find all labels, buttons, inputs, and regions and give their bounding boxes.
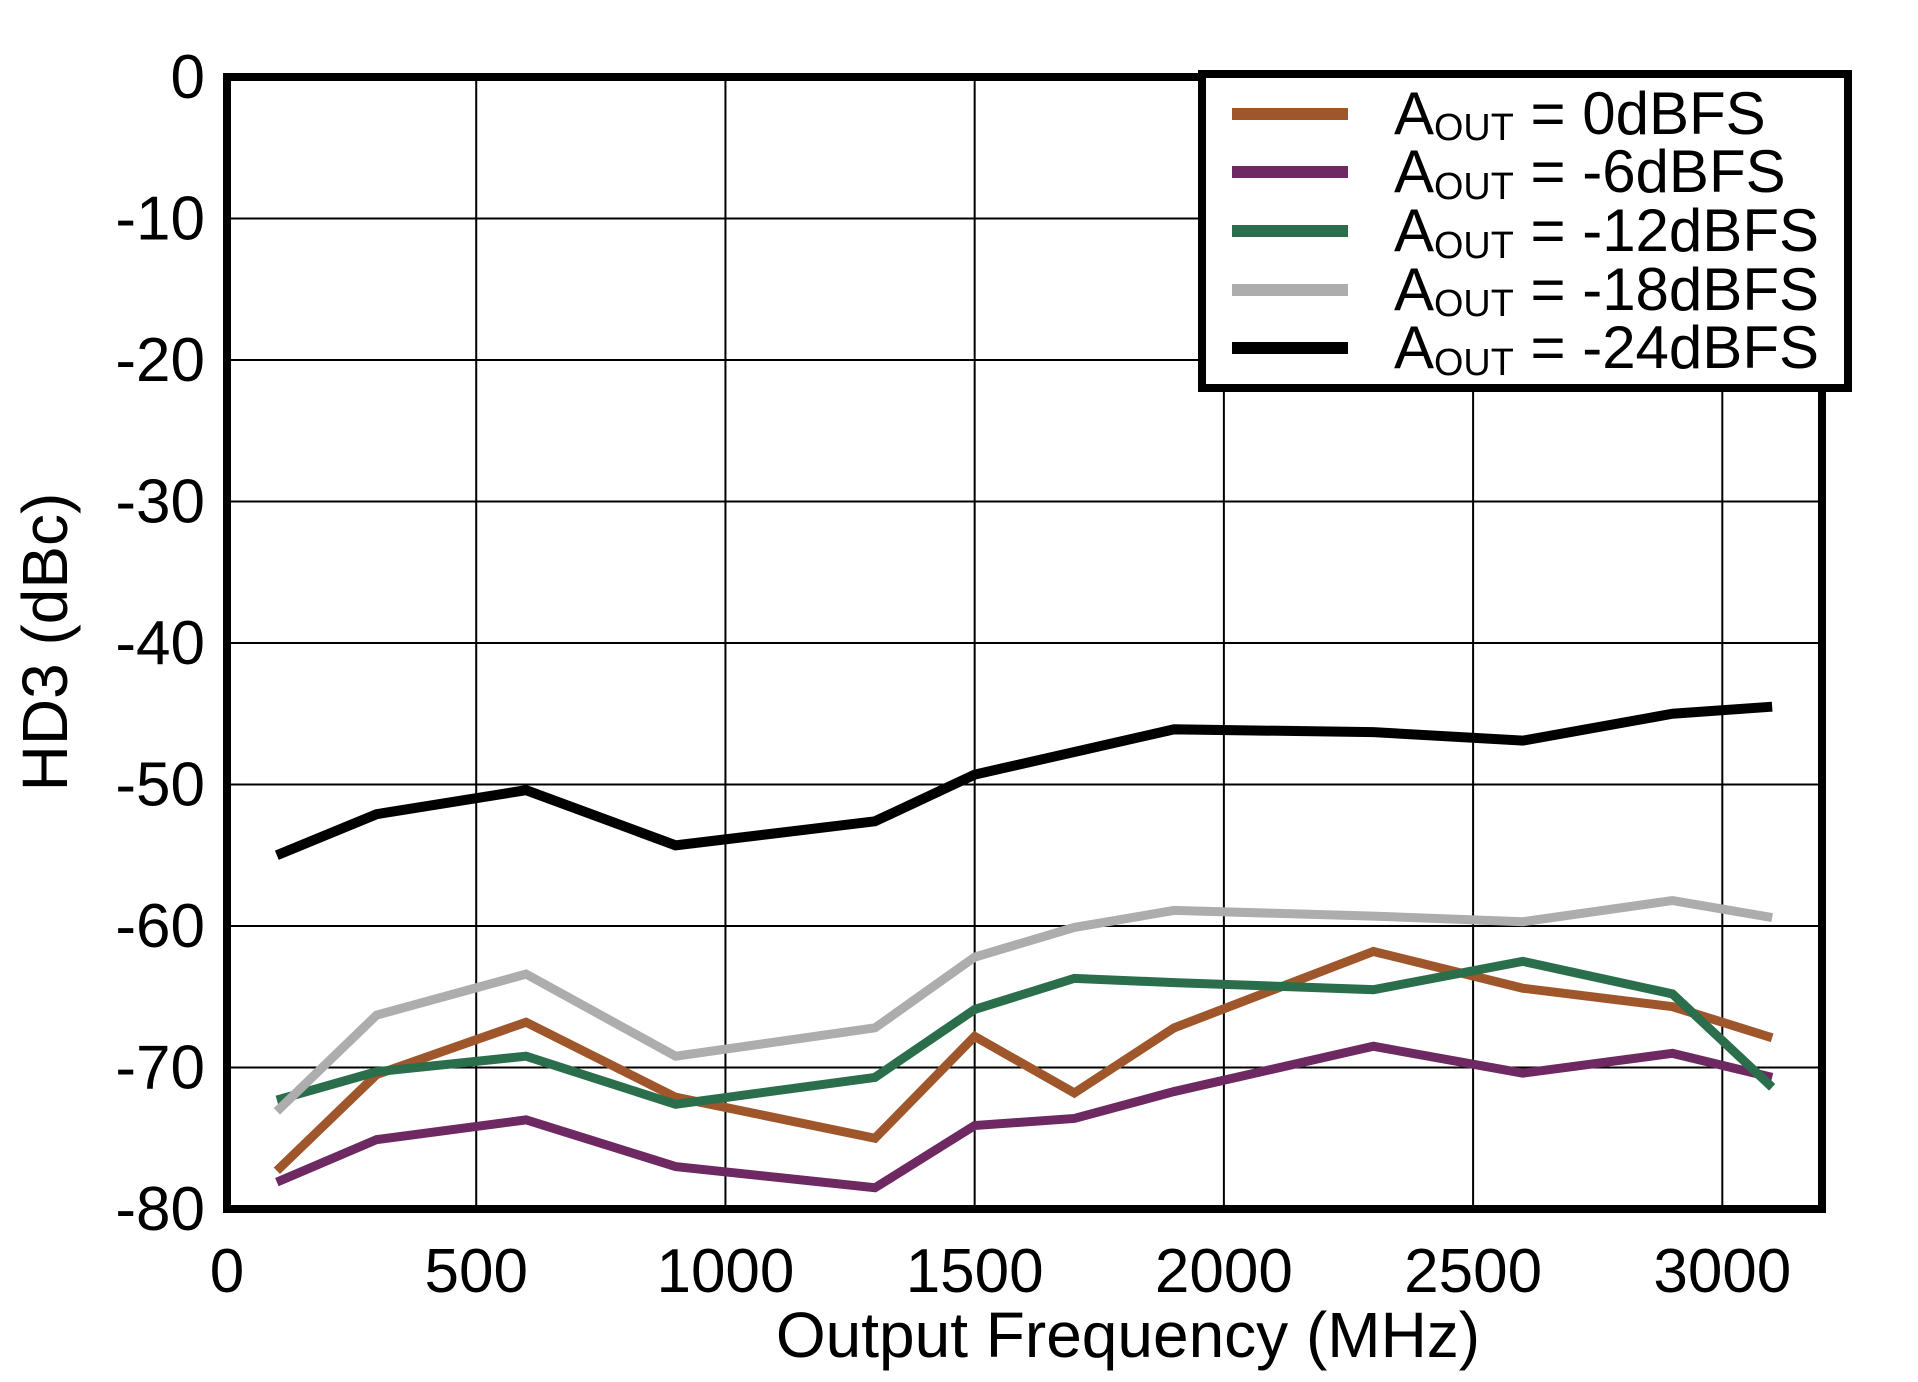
legend-label: AOUT = -18dBFS	[1394, 255, 1819, 326]
y-tick-label: -30	[115, 468, 205, 537]
x-tick-label: 1500	[906, 1237, 1044, 1306]
x-tick-label: 2500	[1404, 1237, 1542, 1306]
x-tick-label: 3000	[1653, 1237, 1791, 1306]
x-tick-label: 2000	[1155, 1237, 1293, 1306]
legend-line-swatch	[1232, 166, 1348, 179]
legend-item: AOUT = -12dBFS	[1232, 196, 1844, 267]
legend-item: AOUT = -6dBFS	[1232, 138, 1844, 209]
x-tick-label: 0	[210, 1237, 244, 1306]
series-line-aout-18dbfs	[273, 895, 1773, 1115]
y-tick-label: -50	[115, 751, 205, 820]
legend-label: AOUT = -24dBFS	[1394, 314, 1819, 385]
y-tick-label: -80	[115, 1175, 205, 1244]
legend-item: AOUT = 0dBFS	[1232, 79, 1844, 150]
y-tick-label: -70	[115, 1034, 205, 1103]
legend-label: AOUT = -6dBFS	[1394, 138, 1786, 209]
series-line-aout-0dbfs	[273, 946, 1774, 1175]
legend-item: AOUT = -18dBFS	[1232, 255, 1844, 326]
y-tick-label: -10	[115, 185, 205, 254]
plot-border	[223, 73, 1826, 1213]
y-tick-label: -60	[115, 892, 205, 961]
series-line-aout-24dbfs	[274, 701, 1773, 860]
legend-line-swatch	[1232, 107, 1348, 120]
series-line-aout-6dbfs	[275, 1041, 1774, 1193]
legend-line-swatch	[1232, 283, 1348, 296]
y-tick-label: 0	[171, 43, 205, 112]
legend-item: AOUT = -24dBFS	[1232, 314, 1844, 385]
legend-line-swatch	[1232, 342, 1348, 355]
x-axis-title: Output Frequency (MHz)	[775, 1299, 1481, 1371]
legend-line-swatch	[1232, 224, 1348, 237]
x-tick-label: 1000	[656, 1237, 794, 1306]
legend: AOUT = 0dBFS AOUT = -6dBFS AOUT = -12dBFS A…	[1198, 70, 1852, 392]
series-line-aout-12dbfs	[275, 956, 1776, 1109]
legend-label: AOUT = 0dBFS	[1394, 79, 1766, 150]
x-tick-label: 500	[424, 1237, 527, 1306]
y-axis-title: HD3 (dBc)	[9, 492, 81, 792]
y-tick-label: -20	[115, 326, 205, 395]
y-tick-label: -40	[115, 609, 205, 678]
legend-label: AOUT = -12dBFS	[1394, 196, 1819, 267]
